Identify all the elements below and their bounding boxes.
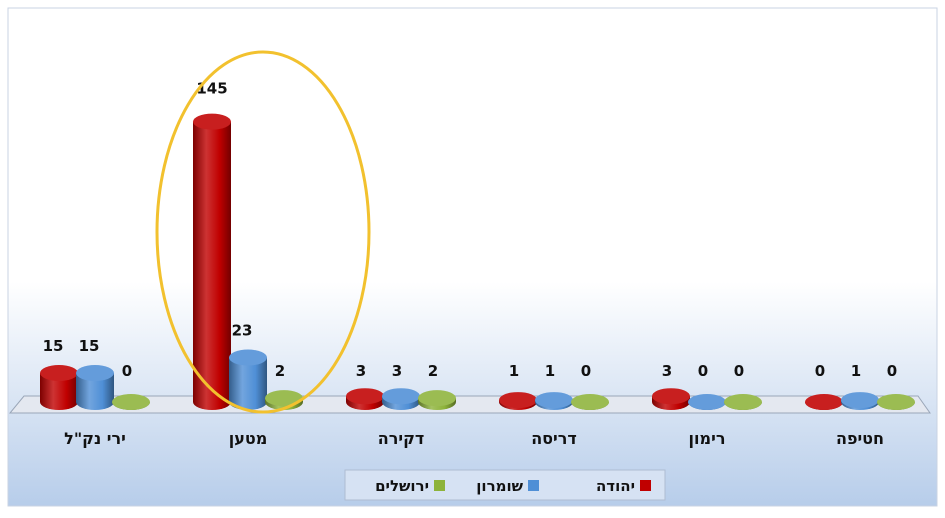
bar-0-1 xyxy=(76,365,114,410)
bar-2-0 xyxy=(346,388,384,410)
bar-5-0 xyxy=(805,394,843,410)
bar-1-2 xyxy=(265,390,303,410)
bar-1-0 xyxy=(193,113,231,411)
legend-swatch-0 xyxy=(640,480,651,491)
category-label-5: חטיפה xyxy=(836,429,884,448)
value-label-4-2: 0 xyxy=(734,362,744,380)
bar-3-0 xyxy=(499,392,537,410)
bar-4-0 xyxy=(652,388,690,410)
value-label-4-0: 3 xyxy=(662,362,672,380)
value-label-0-2: 0 xyxy=(122,362,132,380)
chart-background xyxy=(7,7,938,507)
bar-4-1 xyxy=(688,394,726,410)
value-label-0-0: 15 xyxy=(43,337,64,355)
legend-item-0: יהודה xyxy=(596,477,651,495)
bar-1-1 xyxy=(229,349,267,410)
value-label-5-0: 0 xyxy=(815,362,825,380)
category-label-3: דריסה xyxy=(531,429,577,448)
value-label-1-0: 145 xyxy=(196,80,227,98)
category-label-4: רימון xyxy=(689,429,726,448)
bar-4-2 xyxy=(724,394,762,410)
value-label-4-1: 0 xyxy=(698,362,708,380)
legend-item-2: ירושלים xyxy=(375,477,445,495)
bar-5-2 xyxy=(877,394,915,410)
value-label-3-0: 1 xyxy=(509,362,519,380)
bar-3-2 xyxy=(571,394,609,410)
category-label-2: דקירה xyxy=(378,429,425,448)
legend-swatch-1 xyxy=(528,480,539,491)
legend-item-1: שומרון xyxy=(476,477,539,495)
legend-swatch-2 xyxy=(434,480,445,491)
legend-label-2: ירושלים xyxy=(375,477,429,495)
value-label-3-1: 1 xyxy=(545,362,555,380)
bar-3-1 xyxy=(535,392,573,410)
value-label-5-1: 1 xyxy=(851,362,861,380)
category-label-1: מטען xyxy=(229,429,268,448)
value-label-5-2: 0 xyxy=(887,362,897,380)
bar-0-2 xyxy=(112,394,150,410)
value-label-1-1: 23 xyxy=(232,322,253,340)
highlight-ellipse xyxy=(155,50,371,414)
bar-2-1 xyxy=(382,388,420,410)
category-label-0: ירי נק"ל xyxy=(64,429,126,448)
value-label-2-2: 2 xyxy=(428,362,438,380)
legend-label-0: יהודה xyxy=(596,477,635,495)
value-label-3-2: 0 xyxy=(581,362,591,380)
bar-0-0 xyxy=(40,365,78,410)
legend-box xyxy=(344,469,666,501)
bar-5-1 xyxy=(841,392,879,410)
bar-2-2 xyxy=(418,390,456,410)
value-label-0-1: 15 xyxy=(79,337,100,355)
value-label-1-2: 2 xyxy=(275,362,285,380)
value-label-2-0: 3 xyxy=(356,362,366,380)
legend-label-1: שומרון xyxy=(476,477,523,495)
value-label-2-1: 3 xyxy=(392,362,402,380)
